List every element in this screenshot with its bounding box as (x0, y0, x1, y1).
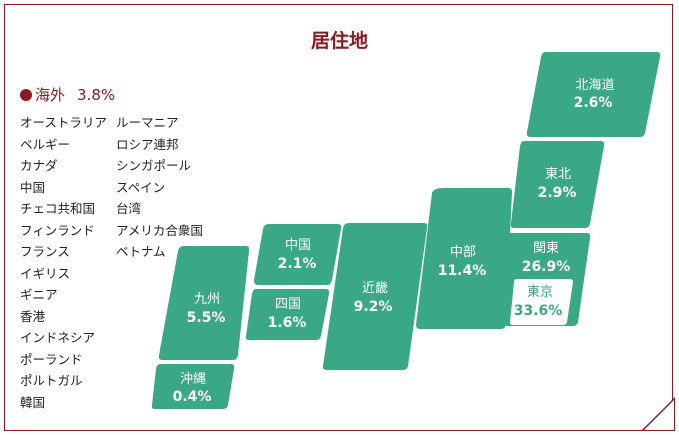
country-item: フィンランド (20, 222, 95, 238)
region-shape-chugoku (254, 224, 342, 285)
region-name-kyushu: 九州 (194, 292, 220, 307)
country-item: ベトナム (116, 244, 166, 259)
country-item: フランス (20, 244, 70, 259)
country-item: ポルトガル (20, 373, 83, 388)
region-name-chubu: 中部 (450, 245, 476, 260)
region-value-okinawa: 0.4% (173, 389, 212, 405)
overseas-dot-icon (20, 89, 32, 101)
region-name-shikoku: 四国 (275, 297, 301, 312)
country-item: 香港 (20, 308, 46, 324)
country-item: ロシア連邦 (116, 136, 179, 152)
country-item: シンガポール (116, 158, 192, 173)
region-name-kanto: 関東 (533, 240, 559, 256)
corner-accent-inner (644, 400, 674, 430)
region-value-tohoku: 2.9% (538, 185, 577, 201)
region-value-hokkaido: 2.6% (574, 95, 613, 111)
country-item: 韓国 (20, 394, 46, 410)
country-item: アメリカ合衆国 (116, 222, 203, 238)
region-shape-kinki (322, 223, 428, 370)
country-item: ベルギー (20, 136, 71, 152)
region-shape-tohoku (510, 141, 605, 228)
outer-frame (4, 4, 673, 431)
country-item: 中国 (20, 179, 46, 195)
region-value-shikoku: 1.6% (268, 315, 307, 331)
region-shape-okinawa (151, 364, 235, 409)
country-item: イギリス (20, 265, 71, 281)
overseas-label: 海外 (35, 86, 66, 104)
region-value-chugoku: 2.1% (278, 256, 317, 272)
region-name-kinki: 近畿 (362, 281, 388, 296)
region-shape-shikoku (245, 289, 330, 340)
country-item: インドネシア (20, 330, 96, 345)
region-value-tokyo: 33.6% (514, 303, 563, 319)
country-item: オーストラリア (20, 115, 107, 130)
country-item: ポーランド (20, 351, 83, 367)
region-name-okinawa: 沖縄 (180, 372, 206, 387)
region-name-tohoku: 東北 (545, 166, 571, 182)
country-item: カナダ (20, 158, 58, 173)
overseas-header: 海外 3.8% (20, 84, 115, 105)
country-item: ルーマニア (116, 115, 179, 130)
country-item: 台湾 (116, 201, 142, 216)
region-shape-chubu (416, 188, 512, 329)
overseas-value: 3.8% (77, 86, 116, 104)
region-name-tokyo: 東京 (527, 284, 553, 300)
region-value-chubu: 11.4% (438, 263, 487, 279)
region-value-kinki: 9.2% (354, 299, 393, 315)
country-item: チェコ共和国 (20, 201, 96, 216)
country-item: ギニア (20, 287, 58, 302)
region-shape-hokkaido (526, 52, 661, 137)
country-item: スペイン (116, 179, 166, 195)
region-value-kyushu: 5.5% (187, 310, 226, 326)
region-name-chugoku: 中国 (285, 238, 311, 253)
region-shape-tokyo (510, 279, 573, 325)
region-name-hokkaido: 北海道 (575, 78, 614, 93)
region-value-kanto: 26.9% (522, 259, 571, 275)
overseas-countries-col1: オーストラリア ベルギー カナダ 中国 チェコ共和国 フィンランド フランス イ… (20, 112, 107, 413)
overseas-countries-col2: ルーマニア ロシア連邦 シンガポール スペイン 台湾 アメリカ合衆国 ベトナム (116, 112, 203, 263)
region-shape-kyushu (158, 246, 250, 360)
page-title: 居住地 (310, 30, 368, 52)
